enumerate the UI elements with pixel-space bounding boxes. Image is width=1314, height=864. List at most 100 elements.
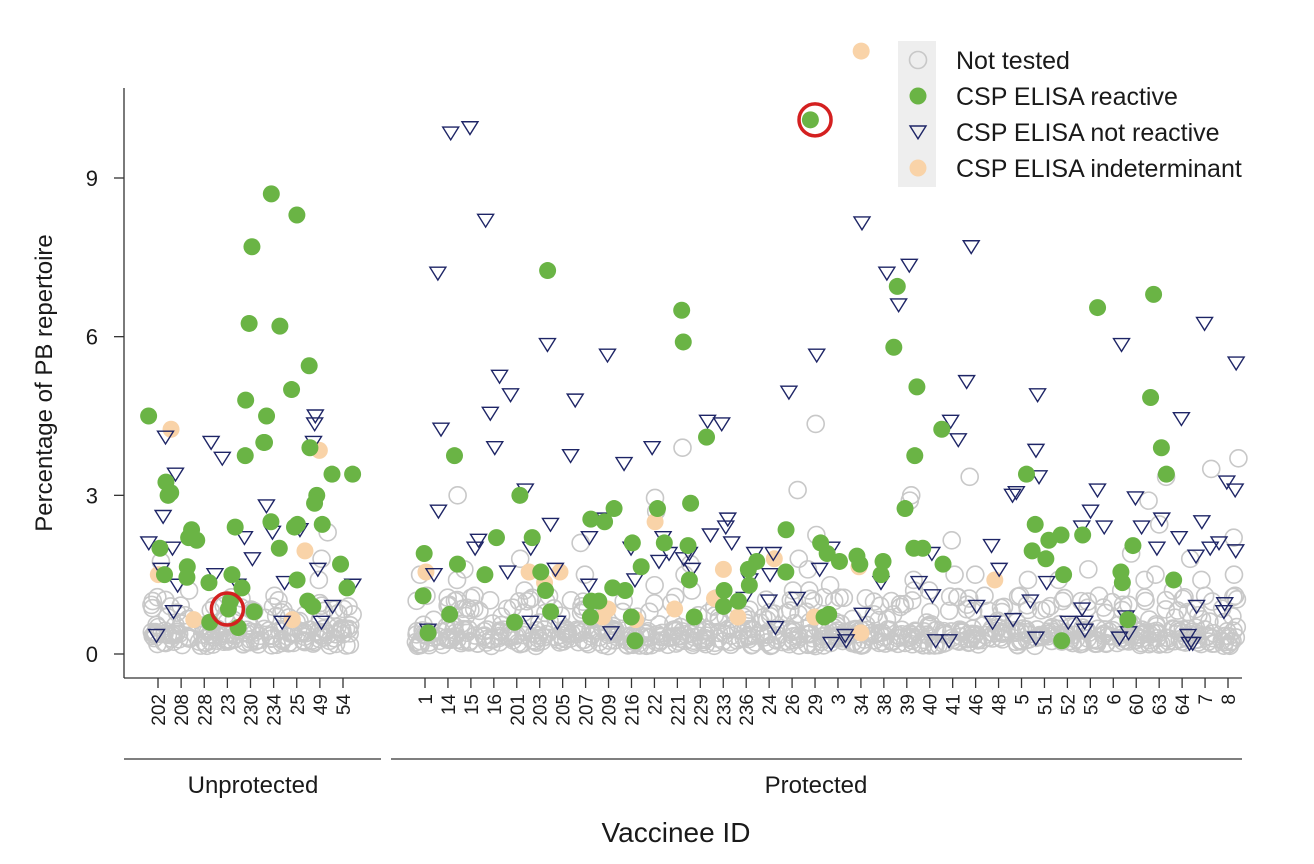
point-not-reactive xyxy=(1169,530,1189,546)
point-not-reactive xyxy=(565,393,585,409)
point-not-reactive xyxy=(1075,615,1094,631)
y-tick-label: 3 xyxy=(86,483,98,508)
point-not-reactive xyxy=(166,467,185,483)
point-reactive xyxy=(623,534,641,552)
point-not-reactive xyxy=(546,562,565,578)
x-tick-label: 228 xyxy=(195,694,216,726)
point-reactive xyxy=(344,465,362,483)
point-not-reactive xyxy=(1081,504,1100,520)
point-reactive xyxy=(414,587,432,605)
point-not-reactive xyxy=(305,417,324,433)
point-reactive xyxy=(226,518,244,536)
point-reactive xyxy=(151,539,169,557)
point-not-tested xyxy=(553,632,573,651)
point-reactive xyxy=(581,608,599,626)
point-not-reactive xyxy=(1088,483,1107,499)
point-not-reactive xyxy=(1195,316,1214,332)
point-reactive xyxy=(682,494,700,512)
point-reactive xyxy=(1113,574,1131,592)
point-not-tested xyxy=(1224,587,1243,607)
point-reactive xyxy=(820,605,838,623)
point-reactive xyxy=(156,566,174,584)
x-tick-label: 60 xyxy=(1127,694,1148,715)
point-not-reactive xyxy=(941,414,960,430)
point-not-reactive xyxy=(272,615,292,631)
point-not-tested xyxy=(788,480,807,500)
point-not-reactive xyxy=(441,126,460,142)
y-tick-label: 9 xyxy=(86,166,98,191)
point-not-tested xyxy=(1189,605,1208,625)
point-not-reactive xyxy=(1217,475,1237,491)
point-not-reactive xyxy=(598,348,617,364)
point-not-reactive xyxy=(1094,520,1114,536)
point-not-reactive xyxy=(939,634,959,649)
point-not-reactive xyxy=(718,512,738,528)
point-not-reactive xyxy=(501,388,520,403)
x-tick-label: 209 xyxy=(600,694,621,726)
x-tick-label: 8 xyxy=(1219,694,1240,705)
point-not-tested xyxy=(777,603,797,622)
point-indeterminant xyxy=(551,563,569,581)
point-not-tested xyxy=(640,602,659,622)
point-not-reactive xyxy=(982,538,1001,554)
point-not-tested xyxy=(575,565,595,584)
point-reactive xyxy=(415,545,433,563)
point-not-tested xyxy=(1227,590,1247,609)
legend-marker-not-tested xyxy=(908,50,928,70)
point-not-tested xyxy=(914,630,934,650)
point-reactive xyxy=(715,582,733,600)
point-not-tested xyxy=(1163,619,1183,638)
point-reactive xyxy=(582,510,600,528)
point-not-tested xyxy=(483,614,502,633)
point-not-reactive xyxy=(642,441,662,456)
point-not-tested xyxy=(1010,586,1030,606)
point-not-reactive xyxy=(257,499,276,515)
point-not-tested xyxy=(439,629,459,649)
point-not-tested xyxy=(783,581,803,600)
point-not-reactive xyxy=(1026,443,1046,459)
point-reactive xyxy=(178,568,196,586)
point-reactive xyxy=(908,378,926,396)
point-not-tested xyxy=(1078,592,1098,611)
point-not-reactive xyxy=(1003,612,1023,628)
point-not-tested xyxy=(1079,560,1098,579)
point-not-tested xyxy=(477,633,496,652)
point-not-tested xyxy=(1214,626,1234,646)
point-not-reactive xyxy=(498,565,517,581)
point-not-tested xyxy=(406,632,426,652)
point-not-reactive xyxy=(235,530,254,546)
point-not-reactive xyxy=(759,594,779,610)
point-reactive xyxy=(1165,571,1183,589)
point-not-reactive xyxy=(476,213,495,229)
x-tick-label: 48 xyxy=(990,694,1011,715)
point-not-tested xyxy=(148,587,167,607)
point-not-tested xyxy=(708,629,728,648)
point-not-reactive xyxy=(156,430,175,446)
point-not-reactive xyxy=(779,385,799,401)
point-reactive xyxy=(934,555,952,573)
x-tick-label: 22 xyxy=(645,694,666,715)
point-not-tested xyxy=(1192,570,1211,590)
point-not-tested xyxy=(561,591,581,610)
point-not-reactive xyxy=(561,448,580,464)
point-not-reactive xyxy=(821,636,841,652)
point-not-tested xyxy=(1220,636,1240,656)
point-reactive xyxy=(830,552,848,570)
point-not-tested xyxy=(1147,628,1167,648)
point-not-tested xyxy=(883,605,903,624)
point-not-tested xyxy=(869,633,889,653)
axes-layer xyxy=(123,88,1242,679)
point-not-reactive xyxy=(538,337,557,353)
point-not-tested xyxy=(1165,608,1185,628)
point-not-reactive xyxy=(957,374,976,390)
point-not-tested xyxy=(143,591,163,611)
point-reactive xyxy=(511,486,529,504)
point-not-tested xyxy=(948,587,967,607)
point-not-reactive xyxy=(1180,636,1199,652)
point-not-tested xyxy=(1089,586,1109,606)
point-reactive xyxy=(616,582,634,600)
point-not-reactive xyxy=(1192,515,1212,530)
point-not-reactive xyxy=(926,634,945,649)
point-not-tested xyxy=(960,467,979,487)
point-reactive xyxy=(1152,439,1170,457)
